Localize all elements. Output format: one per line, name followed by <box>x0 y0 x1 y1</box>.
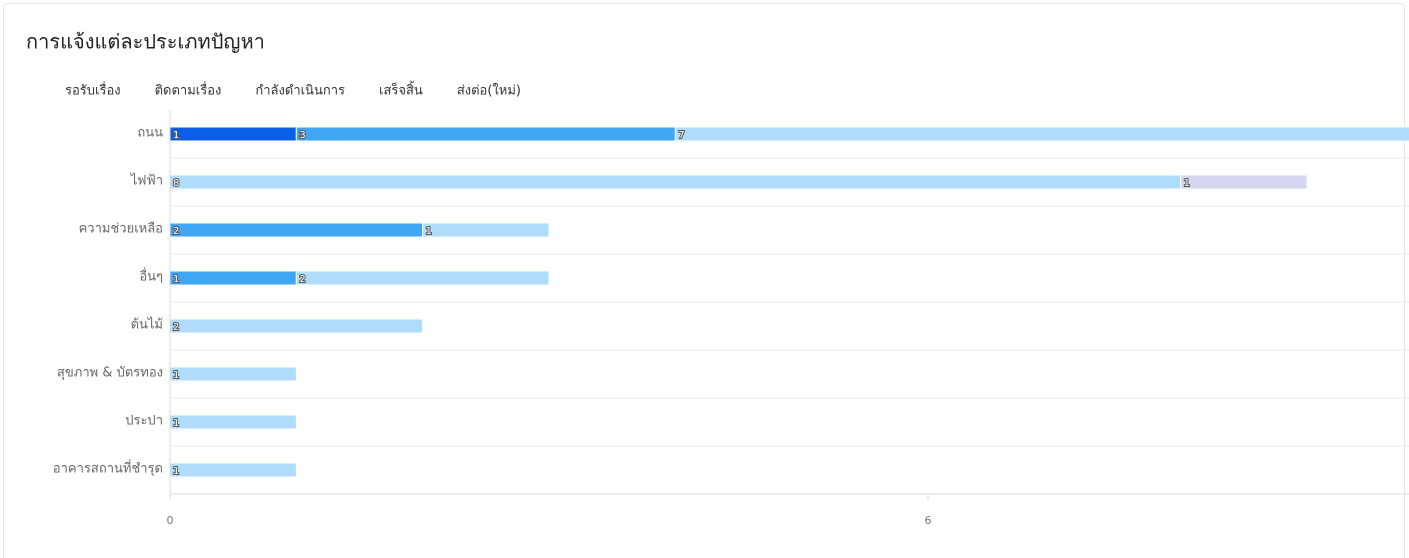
bar-segment <box>295 270 550 286</box>
category-label: สุขภาพ & บัตรทอง <box>57 366 163 381</box>
bar-segment <box>170 462 297 478</box>
category-label: ถนน <box>137 126 163 141</box>
legend-label: ส่งต่อ(ใหม่) <box>457 83 521 99</box>
value-label: 3 <box>299 130 305 141</box>
category-label: อาคารสถานที่ชำรุด <box>53 460 163 477</box>
bar-segment <box>674 126 1409 142</box>
bar-segment <box>170 126 297 142</box>
legend-label: กำลังดำเนินการ <box>255 84 345 99</box>
value-label: 2 <box>299 274 305 285</box>
bar-segment <box>295 126 676 142</box>
value-label: 1 <box>173 130 179 141</box>
legend-label: เสร็จสิ้น <box>379 81 423 99</box>
bar-segment <box>422 222 550 238</box>
value-label: 1 <box>173 274 179 285</box>
value-label: 1 <box>173 370 179 381</box>
bar-segment <box>1180 174 1308 190</box>
category-label: ต้นไม้ <box>131 317 163 333</box>
bar-segment <box>170 270 297 286</box>
value-label: 8 <box>173 178 179 189</box>
legend-label: ติดตามเรื่อง <box>155 82 222 99</box>
value-label: 1 <box>426 226 432 237</box>
x-tick-label: 6 <box>925 514 932 527</box>
category-label: อื่นๆ <box>139 268 163 285</box>
value-label: 1 <box>173 466 179 477</box>
category-label: ประปา <box>125 414 163 429</box>
x-tick-label: 0 <box>167 514 174 527</box>
bar-segment <box>170 366 297 382</box>
category-label: ความช่วยเหลือ <box>79 221 163 237</box>
legend-label: รอรับเรื่อง <box>65 82 121 99</box>
category-label: ไฟฟ้า <box>130 173 163 189</box>
bar-segment <box>170 414 297 430</box>
bar-segment <box>170 174 1182 190</box>
bar-segment <box>170 222 424 238</box>
value-label: 1 <box>173 418 179 429</box>
value-label: 1 <box>1184 178 1190 189</box>
value-label: 2 <box>173 322 179 333</box>
value-label: 7 <box>678 130 684 141</box>
value-label: 2 <box>173 226 179 237</box>
chart-title: การแจ้งแต่ละประเภทปัญหา <box>26 30 265 54</box>
card <box>3 3 1405 558</box>
plot-area: 1 3 7 8 1 2 1 1 2 2 1 1 1 <box>170 126 1409 478</box>
bar-segment <box>170 318 424 334</box>
